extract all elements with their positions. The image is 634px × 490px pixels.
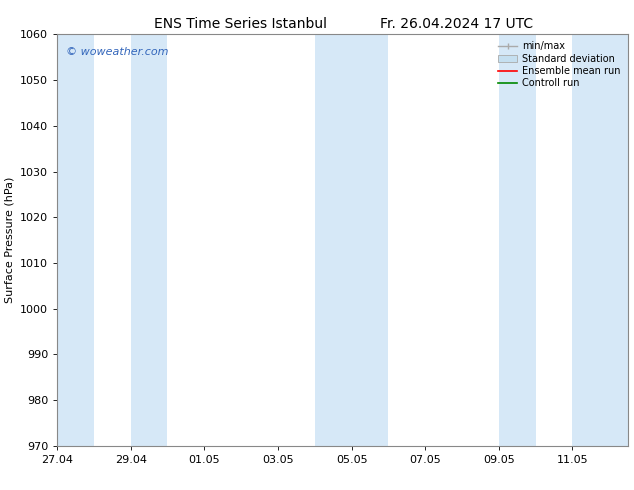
Bar <box>499 34 536 446</box>
Bar <box>573 34 628 446</box>
Text: ENS Time Series Istanbul: ENS Time Series Istanbul <box>155 17 327 31</box>
Text: © woweather.com: © woweather.com <box>66 47 168 57</box>
Text: Fr. 26.04.2024 17 UTC: Fr. 26.04.2024 17 UTC <box>380 17 533 31</box>
Bar <box>131 34 167 446</box>
Legend: min/max, Standard deviation, Ensemble mean run, Controll run: min/max, Standard deviation, Ensemble me… <box>496 39 623 90</box>
Bar <box>314 34 389 446</box>
Y-axis label: Surface Pressure (hPa): Surface Pressure (hPa) <box>4 177 15 303</box>
Bar <box>57 34 94 446</box>
